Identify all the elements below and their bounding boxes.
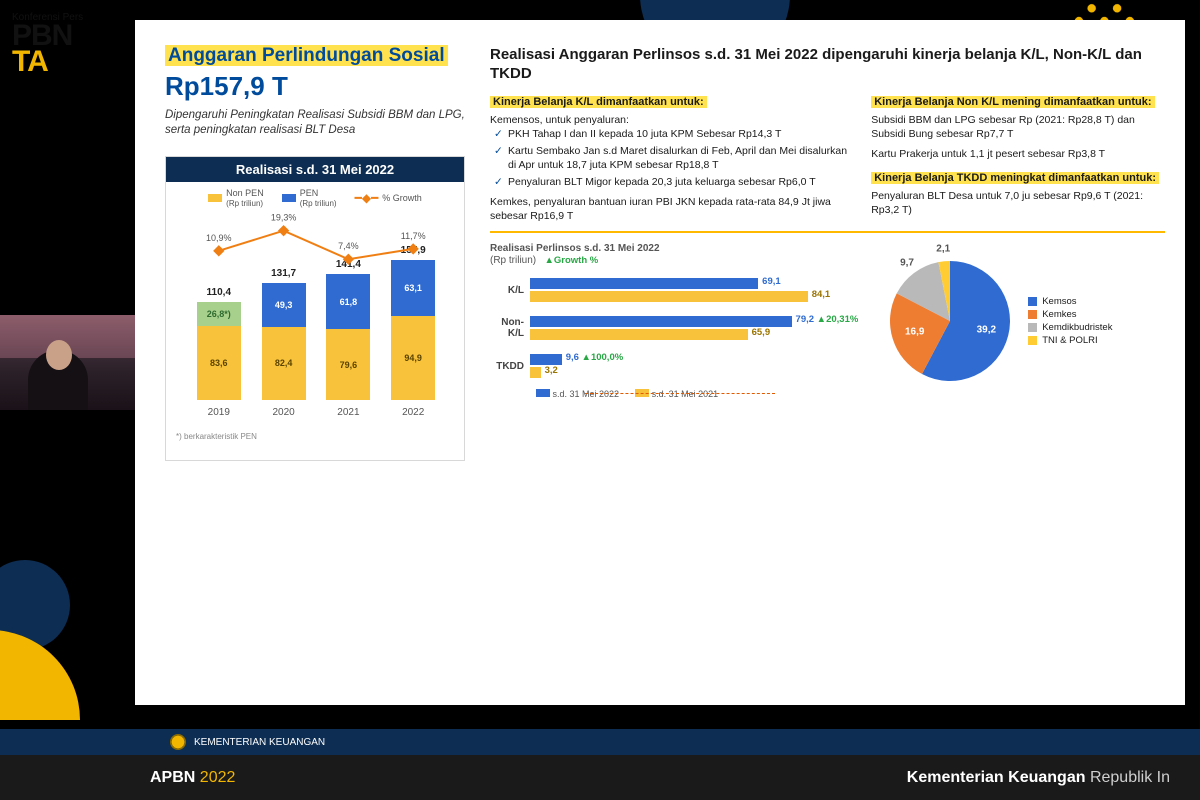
webcam-thumbnail [0, 315, 135, 410]
chart1-note: *) berkarakteristik PEN [166, 418, 464, 447]
left-amount: Rp157,9 T [165, 71, 465, 102]
footer-right: Kementerian Keuangan Republik In [907, 769, 1170, 787]
chart1-legend: Non PEN(Rp triliun) PEN(Rp triliun) ━◆━ … [166, 182, 464, 210]
emblem-icon [170, 734, 186, 750]
dashed-connector [585, 393, 775, 394]
left-column: Anggaran Perlindungan Sosial Rp157,9 T D… [165, 45, 465, 695]
three-columns: Kinerja Belanja K/L dimanfaatkan untuk: … [490, 95, 1165, 233]
footer-blue: KEMENTERIAN KEUANGAN [0, 729, 1200, 755]
left-title: Anggaran Perlindungan Sosial [165, 45, 448, 66]
hbar-chart: Realisasi Perlinsos s.d. 31 Mei 2022 (Rp… [490, 243, 860, 399]
right-column: Realisasi Anggaran Perlinsos s.d. 31 Mei… [490, 45, 1165, 695]
bottom-row: Realisasi Perlinsos s.d. 31 Mei 2022 (Rp… [490, 243, 1165, 399]
col-nonkl-tkdd: Kinerja Belanja Non K/L mening dimanfaat… [871, 95, 1165, 223]
left-subtitle: Dipengaruhi Peningkatan Realisasi Subsid… [165, 108, 465, 138]
ministry-label: KEMENTERIAN KEUANGAN [194, 737, 325, 748]
top-logo: Konferensi Pers PBN TA [12, 12, 83, 75]
logo-ta: TA [12, 49, 83, 75]
footer-left: APBN 2022 [150, 769, 235, 787]
footer-black: APBN 2022 Kementerian Keuangan Republik … [0, 755, 1200, 800]
slide: Anggaran Perlindungan Sosial Rp157,9 T D… [135, 20, 1185, 705]
decor-bottom-left [0, 560, 100, 740]
chart1-header: Realisasi s.d. 31 Mei 2022 [166, 157, 464, 182]
right-title: Realisasi Anggaran Perlinsos s.d. 31 Mei… [490, 45, 1165, 83]
pie-chart: 39,216,99,72,1 KemsosKemkesKemdikbudrist… [880, 243, 1165, 399]
bar-chart-realisasi: Realisasi s.d. 31 Mei 2022 Non PEN(Rp tr… [165, 156, 465, 461]
col-kl: Kinerja Belanja K/L dimanfaatkan untuk: … [490, 95, 857, 223]
